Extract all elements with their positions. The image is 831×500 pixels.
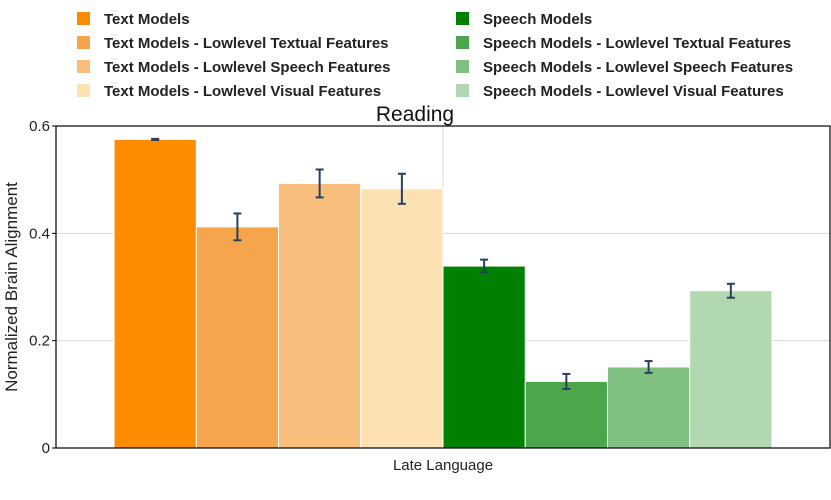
y-axis-ticks: 0 0.2 0.4 0.6 [29,118,56,457]
bar [278,182,362,449]
bar [689,290,773,449]
bar [442,265,526,449]
bar [195,226,280,449]
legend-label: Speech Models [483,11,592,28]
legend-label: Text Models [104,11,190,28]
legend-swatch [77,84,90,97]
legend: Text Models Text Models - Lowlevel Textua… [77,11,793,100]
y-tick-label: 0.2 [29,333,50,350]
legend-swatch [456,12,469,25]
error-bars [151,137,735,390]
legend-swatch [77,36,90,49]
legend-swatch [456,84,469,97]
legend-swatch [456,36,469,49]
legend-swatch [456,60,469,73]
legend-swatch [77,60,90,73]
legend-label: Speech Models - Lowlevel Visual Features [483,83,784,100]
bar [524,380,608,449]
y-tick-label: 0.4 [29,225,50,242]
legend-label: Speech Models - Lowlevel Textual Feature… [483,35,791,52]
y-tick-label: 0.6 [29,118,50,135]
bar [113,138,197,449]
bar [360,188,444,449]
y-axis-label: Normalized Brain Alignment [2,182,21,392]
legend-label: Speech Models - Lowlevel Speech Features [483,59,793,76]
legend-swatch [77,12,90,25]
legend-label: Text Models - Lowlevel Visual Features [104,83,381,100]
legend-label: Text Models - Lowlevel Speech Features [104,59,390,76]
chart-title: Reading [376,103,454,126]
plot-frame [55,125,831,449]
bars [113,138,773,449]
x-tick-label: Late Language [393,457,493,474]
y-tick-label: 0 [42,440,50,457]
bar [606,366,691,449]
legend-label: Text Models - Lowlevel Textual Features [104,35,389,52]
